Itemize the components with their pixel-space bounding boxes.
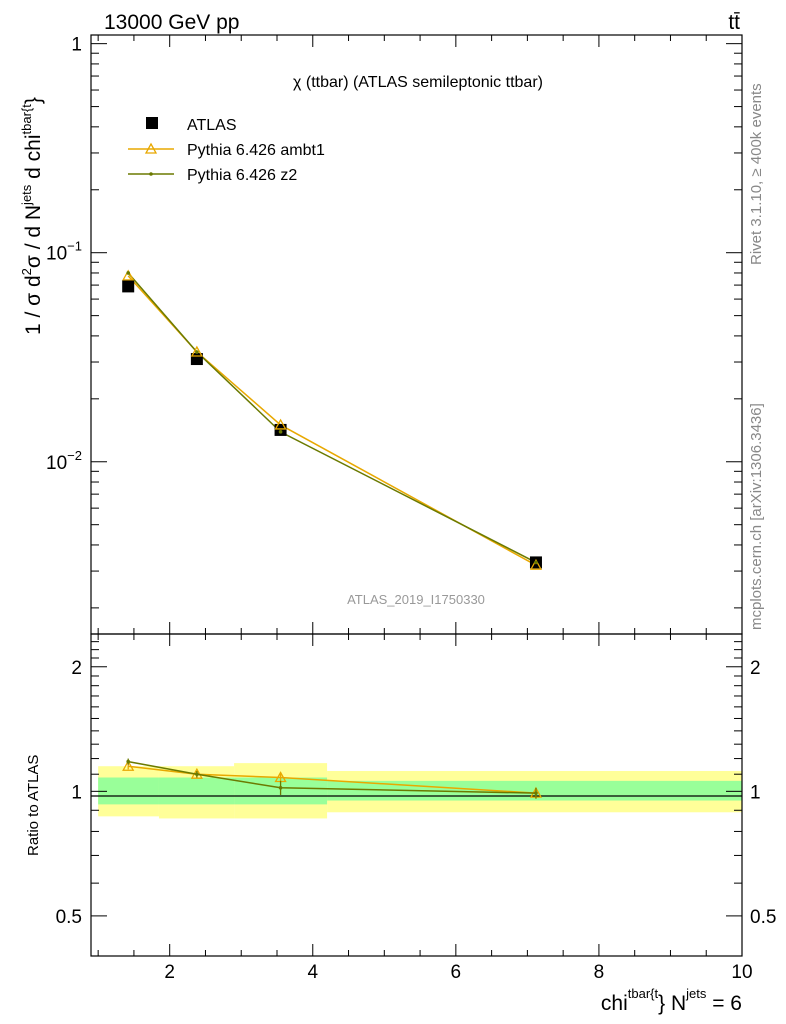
ylabel-tail: d chi [22,135,45,185]
ylabel-sup-3: tbar{t [19,104,34,135]
rivet-version-label: Rivet 3.1.10, ≥ 400k events [748,83,765,265]
xlabel-mid: } N [658,992,686,1015]
xlabel-tail: = 6 [706,992,742,1015]
legend: ATLAS Pythia 6.426 ambt1 Pythia 6.426 z2 [128,117,325,184]
legend-ambt1-marker [144,142,158,154]
ratio-line-ambt1 [128,765,537,794]
ambt1-point [122,269,135,281]
ratio-point-z2 [278,785,283,790]
upper-ytick-label: 1 [71,35,82,56]
xtick-label: 2 [164,962,175,983]
z2-point [534,560,538,565]
ylabel-main: 1 / σ d [22,275,45,335]
lower-ytick-label-right: 0.5 [750,907,776,928]
lower-axis-ticks: 2 4 6 8 10 2 2 1 1 0.5 0.5 [56,633,776,983]
xtick-label: 8 [594,962,605,983]
lower-ytick-label: 2 [71,658,82,679]
lower-frame [90,633,743,957]
ambt1-point [190,345,203,357]
legend-ambt1-label: Pythia 6.426 ambt1 [187,142,325,159]
z2-point [126,271,130,275]
legend-atlas-label: ATLAS [187,117,237,134]
band-inner-bin [158,777,235,805]
ylabel-mid: σ / d N [22,205,45,268]
analysis-watermark: ATLAS_2019_I1750330 [347,592,485,607]
xtick-label: 6 [451,962,462,983]
ratio-point-z2 [534,791,538,795]
upper-ytick-label: 10−1 [46,239,82,265]
lower-data-layer [122,758,543,799]
energy-label: 13000 GeV pp [104,11,239,34]
z2-point [278,430,283,434]
xtick-label: 4 [307,962,318,983]
mcplots-label: mcplots.cern.ch [arXiv:1306.3436] [748,403,765,630]
atlas-point [274,423,287,436]
plot-title: χ (ttbar) (ATLAS semileptonic ttbar) [293,74,543,91]
ambt1-point [529,558,543,570]
ratio-point-z2 [195,772,199,777]
lower-ytick-label: 1 [71,782,82,803]
upper-line-ambt1 [127,275,537,566]
legend-atlas-marker [146,117,158,129]
upper-line-z2 [127,272,537,564]
xlabel-sup-1: tbar{t [628,986,659,1001]
xtick-label: 10 [731,962,752,983]
legend-z2-label: Pythia 6.426 z2 [187,167,297,184]
atlas-point [122,280,135,293]
ratio-panel: 2 4 6 8 10 2 2 1 1 0.5 0.5 [56,633,776,983]
lower-ytick-label-right: 2 [750,658,761,679]
ylabel-sup-2: jets [19,184,34,206]
xlabel-sup-2: jets [685,986,707,1001]
ratio-point-z2 [126,759,130,764]
xlabel: chitbar{t} Njets = 6 [601,986,742,1015]
lower-ytick-label-right: 1 [750,782,761,803]
main-plot-panel: 1 10−1 10−2 χ (ttbar) (ATLAS semileptonic … [46,34,743,635]
upper-data-layer [122,269,543,570]
xlabel-main: chi [601,992,628,1015]
process-label: tt̄ [728,11,740,34]
upper-ylabel: 1 / σ d2σ / d Njets d chitbar{t} [19,97,45,335]
lower-ytick-label: 0.5 [56,907,82,928]
ylabel-close: } [22,97,45,104]
upper-ytick-label: 10−2 [46,448,82,474]
ambt1-point [274,418,287,430]
legend-z2-marker [149,172,153,176]
ratio-ylabel: Ratio to ATLAS [25,755,42,856]
z2-point [195,350,199,354]
band-inner-bin [98,777,159,805]
ratio-point-ambt1 [122,759,135,771]
ratio-line-z2 [128,760,536,794]
ylabel-sup-1: 2 [19,268,34,275]
